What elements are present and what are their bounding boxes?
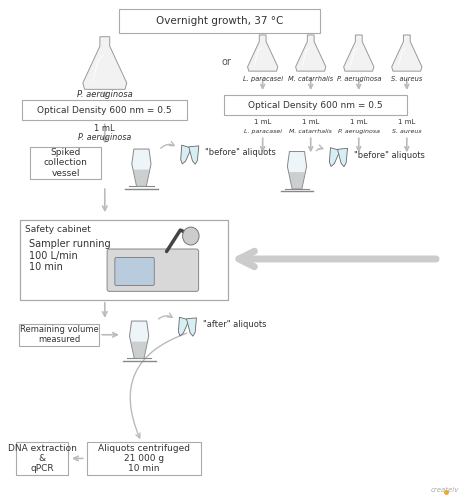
Text: S. aureus: S. aureus (391, 76, 423, 82)
Text: M. catarrhalis: M. catarrhalis (289, 130, 332, 134)
Polygon shape (287, 152, 307, 189)
Polygon shape (181, 145, 191, 164)
FancyBboxPatch shape (119, 8, 320, 32)
FancyBboxPatch shape (16, 442, 69, 474)
FancyBboxPatch shape (20, 220, 228, 300)
Text: P. aeruginosa: P. aeruginosa (77, 90, 133, 100)
Text: Aliquots centrifuged
21 000 g
10 min: Aliquots centrifuged 21 000 g 10 min (98, 444, 190, 474)
Text: Sampler running
100 L/min
10 min: Sampler running 100 L/min 10 min (29, 239, 111, 272)
Text: DNA extraction
&
qPCR: DNA extraction & qPCR (7, 444, 77, 474)
Text: "before" aliquots: "before" aliquots (354, 151, 425, 160)
Text: 1 mL: 1 mL (398, 120, 416, 126)
Polygon shape (344, 35, 374, 71)
Text: 1 mL: 1 mL (254, 120, 271, 126)
Text: createiv: createiv (431, 488, 460, 494)
Text: Remaining volume
measured: Remaining volume measured (20, 325, 99, 344)
Polygon shape (248, 35, 278, 71)
Text: or: or (221, 56, 231, 66)
Text: "after" aliquots: "after" aliquots (203, 320, 267, 330)
Text: M. catarrhalis: M. catarrhalis (288, 76, 333, 82)
Text: L. paracasei: L. paracasei (243, 76, 283, 82)
Polygon shape (178, 317, 189, 336)
Text: 1 mL: 1 mL (94, 124, 115, 134)
FancyBboxPatch shape (19, 324, 99, 346)
Polygon shape (129, 321, 149, 358)
Text: 1 mL: 1 mL (302, 120, 319, 126)
FancyBboxPatch shape (22, 100, 187, 120)
Text: 1 mL: 1 mL (350, 120, 368, 126)
Polygon shape (132, 149, 151, 186)
Text: P. aeruginosa: P. aeruginosa (338, 130, 380, 134)
Polygon shape (289, 172, 305, 189)
FancyBboxPatch shape (107, 249, 198, 292)
Text: S. aureus: S. aureus (392, 130, 422, 134)
Polygon shape (186, 318, 197, 336)
Text: Spiked
collection
vessel: Spiked collection vessel (44, 148, 88, 178)
Polygon shape (329, 148, 340, 167)
Text: P. aeruginosa: P. aeruginosa (78, 134, 131, 142)
Polygon shape (338, 148, 347, 166)
Text: P. aeruginosa: P. aeruginosa (337, 76, 381, 82)
Polygon shape (133, 170, 149, 186)
Text: Overnight growth, 37 °C: Overnight growth, 37 °C (156, 16, 283, 26)
Text: L. paracasei: L. paracasei (244, 130, 282, 134)
Text: Optical Density 600 nm = 0.5: Optical Density 600 nm = 0.5 (248, 101, 382, 110)
Circle shape (183, 227, 199, 245)
Text: Safety cabinet: Safety cabinet (25, 225, 91, 234)
FancyBboxPatch shape (115, 258, 154, 285)
Polygon shape (296, 35, 326, 71)
Polygon shape (189, 146, 199, 164)
Text: Optical Density 600 nm = 0.5: Optical Density 600 nm = 0.5 (37, 106, 172, 115)
Polygon shape (392, 35, 422, 71)
Polygon shape (83, 36, 127, 90)
Polygon shape (131, 342, 148, 358)
Text: "before" aliquots: "before" aliquots (205, 148, 276, 158)
FancyBboxPatch shape (86, 442, 201, 474)
FancyBboxPatch shape (30, 146, 101, 179)
FancyBboxPatch shape (224, 96, 407, 116)
